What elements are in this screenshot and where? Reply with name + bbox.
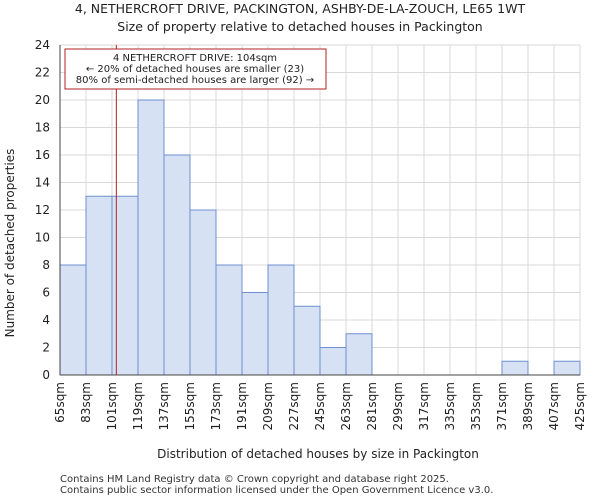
- y-tick-label: 22: [35, 66, 50, 80]
- x-tick-label: 371sqm: [495, 382, 509, 430]
- bars: [59, 99, 581, 376]
- y-tick-label: 24: [35, 38, 50, 52]
- histogram-bar: [59, 264, 87, 376]
- x-tick-label: 425sqm: [573, 382, 587, 430]
- marker-annotation-line: ← 20% of detached houses are smaller (23…: [86, 64, 304, 75]
- x-tick-label: 407sqm: [547, 382, 561, 430]
- y-tick-label: 20: [35, 93, 50, 107]
- footer-line-1: Contains HM Land Registry data © Crown c…: [60, 474, 449, 485]
- footer-line-2: Contains public sector information licen…: [60, 485, 494, 496]
- x-tick-label: 155sqm: [183, 382, 197, 430]
- histogram-bar: [189, 209, 217, 376]
- x-tick-label: 137sqm: [157, 382, 171, 430]
- y-tick-label: 12: [35, 203, 50, 217]
- y-tick-label: 6: [42, 286, 50, 300]
- histogram-bar: [241, 292, 269, 376]
- histogram-bar: [267, 264, 295, 376]
- x-axis-label: Distribution of detached houses by size …: [157, 447, 479, 461]
- histogram-bar: [293, 305, 321, 376]
- histogram-bar: [345, 333, 373, 376]
- y-tick-label: 16: [35, 148, 50, 162]
- x-tick-label: 65sqm: [53, 382, 67, 423]
- histogram-bar: [215, 264, 243, 376]
- x-tick-label: 245sqm: [313, 382, 327, 430]
- x-tick-label: 335sqm: [443, 382, 457, 430]
- x-tick-label: 209sqm: [261, 382, 275, 430]
- marker-annotation-line: 80% of semi-detached houses are larger (…: [76, 75, 314, 86]
- x-tick-label: 83sqm: [79, 382, 93, 423]
- x-tick-labels: 65sqm 83sqm 101sqm 119sqm 137sqm 155sqm 173sqm…: [53, 382, 587, 430]
- y-tick-label: 14: [35, 176, 50, 190]
- histogram-bar: [137, 99, 165, 376]
- x-tick-label: 317sqm: [417, 382, 431, 430]
- x-tick-label: 299sqm: [391, 382, 405, 430]
- y-tick-label: 10: [35, 231, 50, 245]
- x-tick-label: 119sqm: [131, 382, 145, 430]
- x-tick-label: 227sqm: [287, 382, 301, 430]
- histogram-bar: [501, 360, 529, 376]
- marker-annotation-line: 4 NETHERCROFT DRIVE: 104sqm: [113, 53, 277, 64]
- y-tick-label: 18: [35, 121, 50, 135]
- x-tick-label: 353sqm: [469, 382, 483, 430]
- x-tick-label: 101sqm: [105, 382, 119, 430]
- histogram-bar: [163, 154, 191, 376]
- property-marker: 4 NETHERCROFT DRIVE: 104sqm← 20% of deta…: [64, 45, 327, 375]
- axes: [59, 45, 580, 376]
- y-tick-label: 0: [42, 368, 50, 382]
- y-axis-label: Number of detached properties: [3, 149, 17, 338]
- y-tick-label: 8: [42, 258, 50, 272]
- x-tick-label: 281sqm: [365, 382, 379, 430]
- chart-subtitle: Size of property relative to detached ho…: [117, 19, 482, 34]
- y-tick-label: 2: [42, 341, 50, 355]
- x-tick-label: 389sqm: [521, 382, 535, 430]
- marker-annotation-box: [64, 48, 327, 90]
- x-tick-label: 191sqm: [235, 382, 249, 430]
- x-tick-label: 173sqm: [209, 382, 223, 430]
- chart-title: 4, NETHERCROFT DRIVE, PACKINGTON, ASHBY-…: [75, 1, 526, 16]
- y-tick-label: 4: [42, 313, 50, 327]
- histogram-bar: [85, 195, 113, 376]
- x-tick-label: 263sqm: [339, 382, 353, 430]
- histogram-bar: [553, 360, 581, 376]
- histogram-bar: [319, 347, 347, 376]
